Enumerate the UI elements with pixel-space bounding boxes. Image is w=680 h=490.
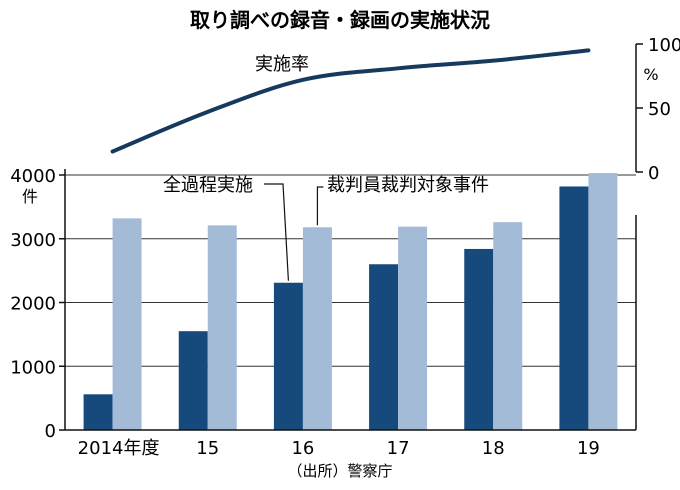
x-ticks: 2014年度 15 16 17 18 19 [78,438,600,459]
rate-tick-label: 100 [648,35,680,56]
bars [83,173,618,430]
rate-unit-label: % [643,65,658,84]
bar-full-process [464,248,494,430]
y-tick-label: 4000 [10,166,56,187]
bar-lay-judge-cases [493,222,523,430]
rate-ticks: 0 50 100 [636,35,680,184]
series-label-lay-judge-cases: 裁判員裁判対象事件 [327,175,489,196]
rate-tick-label: 50 [648,99,671,120]
bar-full-process [178,331,208,430]
y-tick-label: 3000 [10,230,56,251]
y-ticks: 0 1000 2000 3000 4000 [10,166,65,442]
source-note: （出所）警察庁 [287,462,392,480]
y-unit-label: 件 [22,187,38,206]
bar-lay-judge-cases [398,226,428,430]
bar-lay-judge-cases [588,173,618,430]
bar-full-process [83,394,113,430]
leader-line-lay-judge-cases [316,186,324,226]
rate-panel: 0 50 100 % 実施率 [110,35,680,184]
leader-line-full-process [264,183,290,281]
bar-lay-judge-cases [302,227,332,430]
x-tick-label: 2014年度 [78,438,160,459]
x-tick-label: 18 [482,438,505,459]
series-labels: 全過程実施 裁判員裁判対象事件 [163,175,489,281]
gridlines [65,174,636,367]
bar-full-process [273,282,303,430]
x-tick-label: 19 [577,438,600,459]
bar-panel: 0 1000 2000 3000 4000 2014年度 15 16 17 18 19 件 全過程… [10,166,637,459]
x-tick-label: 17 [387,438,410,459]
bar-full-process [369,264,399,430]
series-label-full-process: 全過程実施 [163,175,253,196]
rate-series-label: 実施率 [255,54,309,75]
y-tick-label: 1000 [10,357,56,378]
bar-lay-judge-cases [207,225,237,430]
bar-full-process [559,186,589,430]
rate-line [110,48,591,154]
y-tick-label: 2000 [10,294,56,315]
x-tick-label: 16 [291,438,314,459]
x-tick-label: 15 [196,438,219,459]
y-tick-label: 0 [45,421,56,442]
rate-tick-label: 0 [648,163,659,184]
bar-lay-judge-cases [112,218,142,430]
chart-title: 取り調べの録音・録画の実施状況 [190,8,490,32]
